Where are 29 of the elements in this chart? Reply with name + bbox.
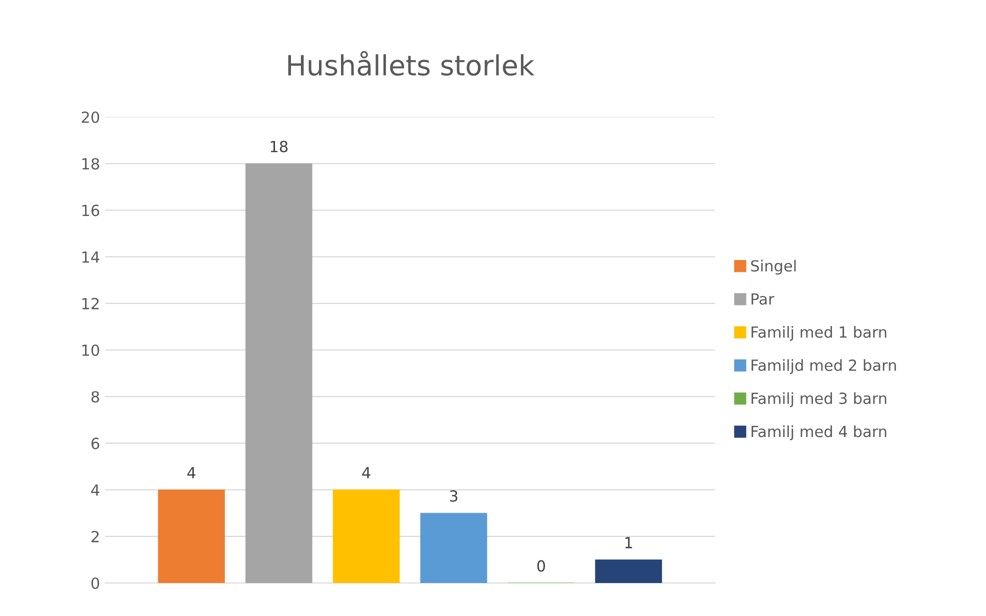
legend-label: Familjd med 2 barn: [752, 359, 896, 374]
y-tick-label: 2: [92, 530, 99, 542]
bar: [158, 490, 225, 583]
bar: [332, 490, 400, 583]
data-label: 18: [270, 140, 288, 152]
bar: [420, 512, 488, 583]
y-tick-label: 14: [82, 251, 100, 263]
legend-label: Familj med 4 barn: [752, 425, 886, 440]
bar: [595, 559, 662, 583]
legend-label: Familj med 1 barn: [752, 326, 886, 341]
legend-label: Par: [752, 293, 774, 305]
y-tick-label: 16: [82, 204, 100, 216]
y-tick-label: 4: [91, 484, 100, 496]
y-tick-label: 10: [82, 344, 100, 356]
y-tick-label: 0: [91, 577, 100, 590]
y-tick-label: 6: [91, 438, 100, 450]
data-label: 3: [450, 490, 458, 502]
data-label: 4: [362, 467, 370, 478]
y-tick-label: 12: [82, 298, 99, 310]
legend-label: Familj med 3 barn: [752, 392, 886, 408]
data-label: 1: [625, 537, 632, 548]
bar: [245, 163, 312, 583]
y-tick-label: 18: [82, 158, 100, 170]
legend-label: Singel: [751, 260, 796, 275]
data-label: 0: [537, 560, 545, 572]
chart-title: Hushållets storlek: [288, 50, 534, 76]
data-label: 4: [187, 467, 196, 478]
y-tick-label: 20: [82, 111, 100, 124]
y-tick-label: 8: [91, 391, 100, 403]
